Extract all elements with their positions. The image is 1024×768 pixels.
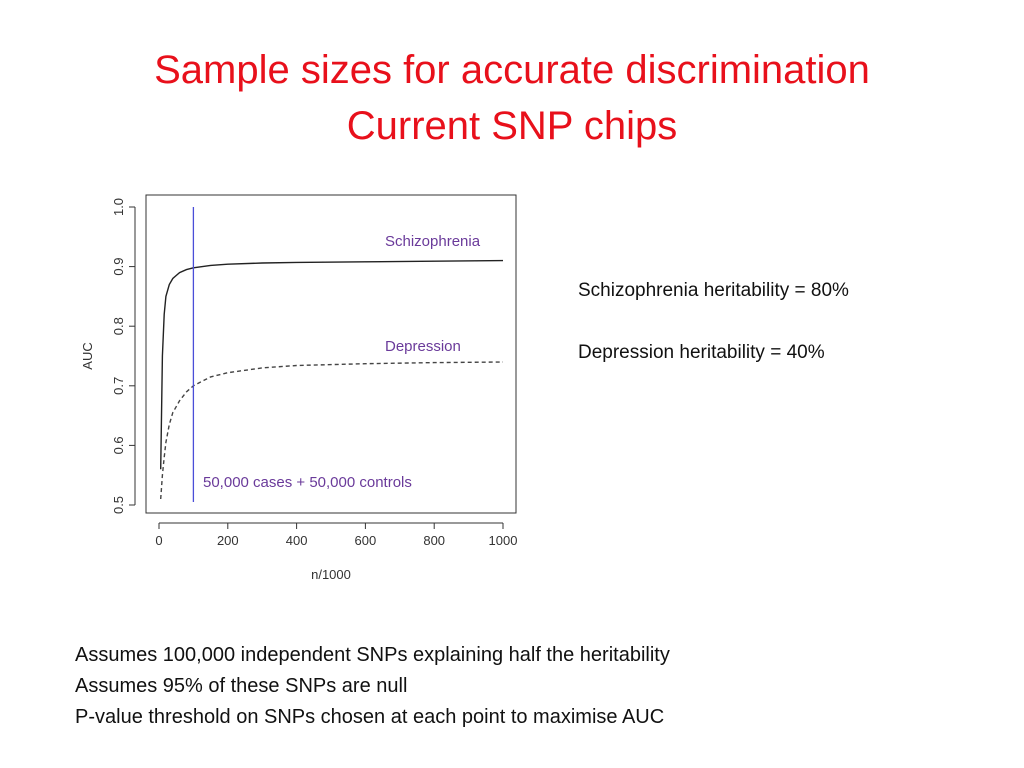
x-tick-label: 0 (155, 533, 162, 548)
series-group (160, 259, 504, 500)
y-tick-label: 0.5 (111, 496, 126, 514)
y-tick-label: 0.6 (111, 436, 126, 454)
y-tick-label: 0.8 (111, 317, 126, 335)
slide-title: Sample sizes for accurate discrimination… (0, 42, 1024, 154)
plot-frame (145, 194, 517, 514)
title-line-2: Current SNP chips (346, 104, 678, 148)
y-axis-label: AUC (80, 342, 95, 369)
x-tick-label: 1000 (489, 533, 518, 548)
axes: 0 200 400 600 800 1000 n/1000 0.5 0.6 0.7 0.8 0.9 1.… (80, 198, 517, 582)
y-tick-label: 0.9 (111, 258, 126, 276)
x-tick-label: 200 (217, 533, 239, 548)
note-schizophrenia: Schizophrenia heritability = 80% (578, 280, 849, 301)
title-line-1: Sample sizes for accurate discrimination (154, 48, 870, 92)
x-tick-label: 800 (423, 533, 445, 548)
series-label-schizophrenia: Schizophrenia (385, 233, 481, 250)
auc-chart: 0 200 400 600 800 1000 n/1000 0.5 0.6 0.7 0.8 0.9 1.… (80, 194, 517, 582)
x-tick-label: 600 (355, 533, 377, 548)
annotations: Schizophrenia Depression 50,000 cases + 50… (192, 207, 481, 502)
series-line-depression (160, 361, 504, 500)
reference-line-label: 50,000 cases + 50,000 controls (203, 474, 412, 491)
series-line-schizophrenia (160, 259, 504, 470)
series-label-depression: Depression (385, 338, 461, 355)
assumptions-list: Assumes 100,000 independent SNPs explain… (75, 640, 670, 733)
assumption-line: Assumes 100,000 independent SNPs explain… (75, 644, 670, 666)
y-tick-label: 1.0 (111, 198, 126, 216)
x-axis-label: n/1000 (311, 567, 351, 582)
x-tick-label: 400 (286, 533, 308, 548)
note-depression: Depression heritability = 40% (578, 342, 825, 363)
y-tick-label: 0.7 (111, 377, 126, 395)
assumption-line: P-value threshold on SNPs chosen at each… (75, 706, 665, 728)
assumption-line: Assumes 95% of these SNPs are null (75, 675, 408, 697)
